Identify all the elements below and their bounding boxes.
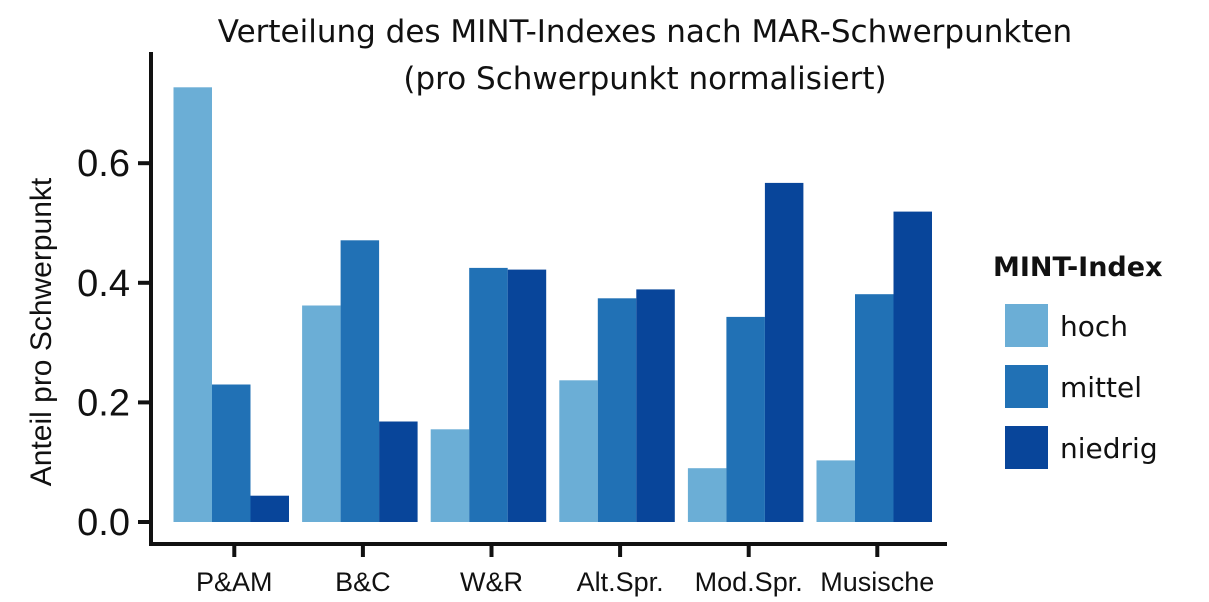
bar-hoch-0 xyxy=(173,87,212,523)
legend-swatch-hoch xyxy=(1005,304,1048,347)
y-axis-label: Anteil pro Schwerpunkt xyxy=(25,177,58,486)
y-ticks-group: 0.0 0.2 0.4 0.6 xyxy=(77,143,151,544)
chart-title-line-1: Verteilung des MINT-Indexes nach MAR-Sch… xyxy=(218,14,1072,50)
bar-mittel-1 xyxy=(340,240,380,523)
x-tick-label-2: W&R xyxy=(460,567,523,597)
x-ticks-group: P&AM B&C W&R Alt.Spr. Mod.Spr. Musische xyxy=(196,544,934,597)
x-tick-label-1: B&C xyxy=(335,567,391,597)
x-tick-label-4: Mod.Spr. xyxy=(695,567,803,597)
bar-niedrig-3 xyxy=(636,289,675,522)
y-tick-label-2: 0.4 xyxy=(77,263,130,305)
legend-label-hoch: hoch xyxy=(1060,310,1128,343)
x-tick-label-3: Alt.Spr. xyxy=(577,567,664,597)
x-tick-label-5: Musische xyxy=(820,567,934,597)
bar-hoch-4 xyxy=(687,468,727,522)
bar-hoch-2 xyxy=(430,429,470,522)
legend-swatch-mittel xyxy=(1005,365,1048,408)
bar-niedrig-0 xyxy=(250,495,289,522)
bar-mittel-5 xyxy=(855,294,894,522)
bars-group xyxy=(173,87,932,523)
bar-hoch-1 xyxy=(302,305,341,522)
legend-label-mittel: mittel xyxy=(1060,371,1142,404)
y-tick-label-1: 0.2 xyxy=(77,382,130,424)
legend: hoch mittel niedrig xyxy=(1005,304,1158,469)
bar-niedrig-4 xyxy=(764,182,804,522)
bar-niedrig-1 xyxy=(379,421,418,522)
legend-label-niedrig: niedrig xyxy=(1060,432,1158,465)
bar-mittel-4 xyxy=(726,316,765,522)
bar-mittel-0 xyxy=(212,384,251,522)
bar-hoch-3 xyxy=(559,380,598,522)
bar-niedrig-2 xyxy=(507,269,547,522)
bar-niedrig-5 xyxy=(893,211,932,522)
chart-title-line-2: (pro Schwerpunkt normalisiert) xyxy=(403,61,886,97)
legend-swatch-niedrig xyxy=(1005,426,1048,469)
y-tick-label-3: 0.6 xyxy=(77,143,130,185)
x-tick-label-0: P&AM xyxy=(196,567,273,597)
y-tick-label-0: 0.0 xyxy=(77,502,130,544)
bar-mittel-2 xyxy=(469,267,508,522)
bar-hoch-5 xyxy=(816,460,855,522)
bar-mittel-3 xyxy=(597,298,637,522)
legend-title: MINT-Index xyxy=(993,252,1163,283)
